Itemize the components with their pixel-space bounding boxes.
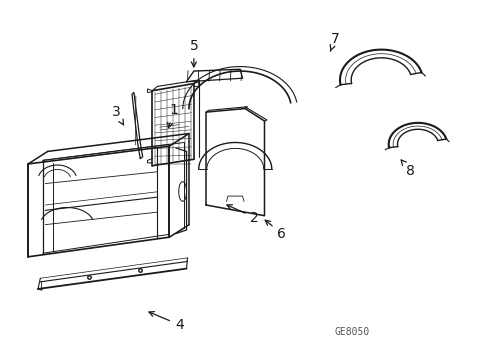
Text: 7: 7 bbox=[330, 32, 340, 51]
Text: 3: 3 bbox=[112, 105, 123, 125]
Text: 4: 4 bbox=[149, 312, 184, 332]
Text: 5: 5 bbox=[190, 39, 198, 67]
Text: 6: 6 bbox=[265, 220, 286, 240]
Text: 2: 2 bbox=[227, 205, 259, 225]
Text: 8: 8 bbox=[401, 160, 415, 178]
Text: 1: 1 bbox=[168, 103, 179, 128]
Text: GE8050: GE8050 bbox=[335, 327, 370, 337]
